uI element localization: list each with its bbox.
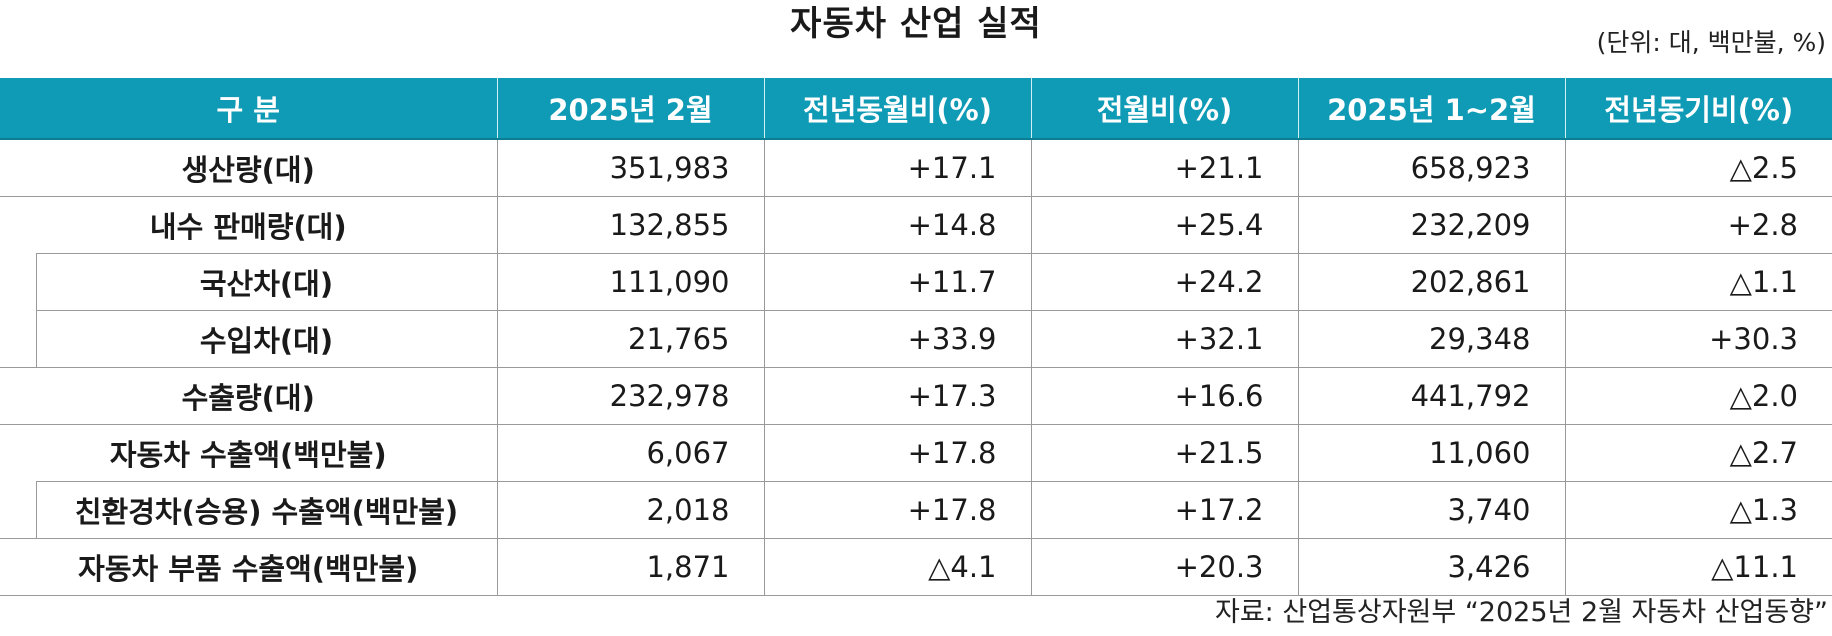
table-cell: +33.9 [763,310,1031,368]
table-cell: △4.1 [763,538,1031,596]
table-cell: 3,740 [1297,481,1565,539]
table-cell: +24.2 [1030,253,1298,311]
column-header: 전년동월비(%) [763,78,1031,140]
table-cell: △11.1 [1564,538,1832,596]
table-cell: +20.3 [1030,538,1298,596]
table-cell: +32.1 [1030,310,1298,368]
table-cell: 441,792 [1297,367,1565,425]
table-cell: △2.0 [1564,367,1832,425]
table-cell: +17.1 [763,138,1031,197]
indent-spacer [0,482,36,539]
table-row: 수출량(대) 232,978 +17.3 +16.6 441,792 △2.0 [0,367,1832,425]
row-label: 생산량(대) [0,138,497,197]
column-header: 구 분 [0,78,497,140]
table-cell: 2,018 [496,481,764,539]
table-cell: 658,923 [1297,138,1565,197]
table-cell: 232,978 [496,367,764,425]
table-cell: 6,067 [496,424,764,482]
table-cell: 351,983 [496,138,764,197]
table-row: 국산차(대) 111,090 +11.7 +24.2 202,861 △1.1 [0,253,1832,311]
table-cell: +11.7 [763,253,1031,311]
row-label: 수입차(대) [35,310,497,368]
table-cell: △2.5 [1564,138,1832,197]
table-cell: +17.2 [1030,481,1298,539]
table-cell: 3,426 [1297,538,1565,596]
row-label: 친환경차(승용) 수출액(백만불) [35,481,497,539]
table-cell: 202,861 [1297,253,1565,311]
page-title: 자동차 산업 실적 [790,4,1042,44]
row-label: 수출량(대) [0,367,497,425]
row-label: 국산차(대) [35,253,497,311]
unit-note: (단위: 대, 백만불, %) [1596,28,1826,57]
table-cell: +16.6 [1030,367,1298,425]
table-row: 친환경차(승용) 수출액(백만불) 2,018 +17.8 +17.2 3,74… [0,481,1832,539]
table-cell: +2.8 [1564,196,1832,254]
table-cell: +14.8 [763,196,1031,254]
table-cell: +30.3 [1564,310,1832,368]
row-label: 자동차 부품 수출액(백만불) [0,538,497,596]
table-cell: 29,348 [1297,310,1565,368]
header-row: 구 분 2025년 2월 전년동월비(%) 전월비(%) 2025년 1~2월 … [0,78,1832,140]
table-row: 자동차 수출액(백만불) 6,067 +17.8 +21.5 11,060 △2… [0,424,1832,482]
table-cell: 11,060 [1297,424,1565,482]
table-cell: +17.3 [763,367,1031,425]
table-row: 내수 판매량(대) 132,855 +14.8 +25.4 232,209 +2… [0,196,1832,254]
row-label: 내수 판매량(대) [0,196,497,254]
table-cell: +21.1 [1030,138,1298,197]
table-cell: +25.4 [1030,196,1298,254]
column-header: 2025년 2월 [496,78,764,140]
indent-spacer [0,254,36,368]
table-row: 자동차 부품 수출액(백만불) 1,871 △4.1 +20.3 3,426 △… [0,538,1832,596]
column-header: 전년동기비(%) [1564,78,1832,140]
table-cell: 232,209 [1297,196,1565,254]
table-cell: 132,855 [496,196,764,254]
column-header: 2025년 1~2월 [1297,78,1565,140]
table-cell: 21,765 [496,310,764,368]
table-row: 수입차(대) 21,765 +33.9 +32.1 29,348 +30.3 [0,310,1832,368]
table-cell: +17.8 [763,481,1031,539]
table-cell: 111,090 [496,253,764,311]
table-cell: △2.7 [1564,424,1832,482]
source-note: 자료: 산업통상자원부 “2025년 2월 자동차 산업동향” [1215,597,1828,628]
table-cell: △1.1 [1564,253,1832,311]
table-cell: △1.3 [1564,481,1832,539]
data-table: 구 분 2025년 2월 전년동월비(%) 전월비(%) 2025년 1~2월 … [0,78,1832,596]
table-cell: +21.5 [1030,424,1298,482]
table-cell: +17.8 [763,424,1031,482]
row-label: 자동차 수출액(백만불) [0,424,497,482]
column-header: 전월비(%) [1030,78,1298,140]
table-row: 생산량(대) 351,983 +17.1 +21.1 658,923 △2.5 [0,138,1832,197]
table-cell: 1,871 [496,538,764,596]
